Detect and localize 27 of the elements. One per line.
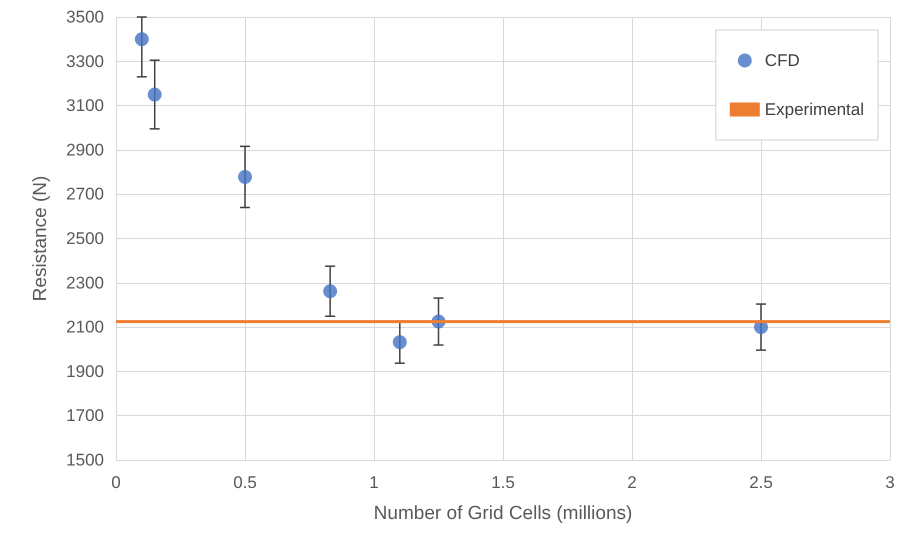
- x-tick-label: 1.5: [491, 473, 515, 492]
- y-tick-label: 2700: [66, 184, 104, 204]
- y-tick-label: 2100: [66, 318, 104, 337]
- y-tick-label: 3100: [66, 96, 104, 116]
- y-tick-label: 1500: [66, 450, 104, 470]
- legend-label: CFD: [764, 51, 800, 70]
- point: [238, 170, 252, 184]
- x-tick-label: 2: [627, 473, 637, 492]
- x-tick-label: 3: [885, 473, 895, 492]
- x-tick-label: 1: [369, 473, 379, 492]
- y-tick-label: 2900: [66, 140, 104, 160]
- x-tick-label: 0.5: [233, 473, 257, 492]
- y-tick-label: 3500: [66, 8, 104, 26]
- y-tick-label: 1900: [66, 362, 104, 381]
- y-tick-label: 1700: [66, 406, 104, 426]
- legend-label: Experimental: [764, 100, 864, 119]
- point: [134, 32, 149, 46]
- x-axis-title: Number of Grid Cells (millions): [374, 503, 632, 524]
- x-tick-label: 0: [111, 473, 121, 492]
- x-tick-label: 2.5: [749, 473, 773, 492]
- point: [392, 335, 407, 350]
- y-tick-label: 2300: [66, 273, 104, 292]
- y-tick-label: 3300: [66, 52, 104, 71]
- y-axis-title: Resistance (N): [30, 176, 51, 302]
- y-tick-label: 2500: [66, 229, 104, 248]
- point: [148, 88, 162, 102]
- point: [323, 284, 338, 298]
